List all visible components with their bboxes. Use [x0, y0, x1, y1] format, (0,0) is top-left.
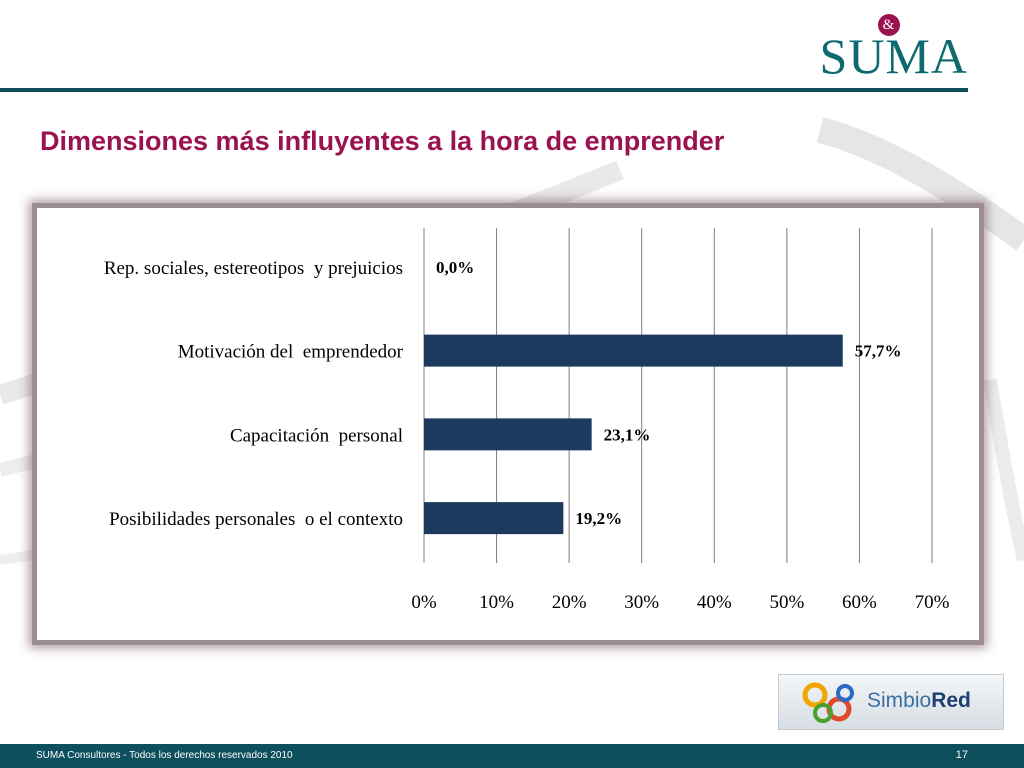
- category-label: Rep. sociales, estereotipos y prejuicios: [104, 258, 403, 279]
- page-number: 17: [955, 749, 968, 761]
- header-rule: [0, 88, 968, 92]
- x-tick-label: 60%: [842, 592, 877, 613]
- logo-ampersand: &: [877, 14, 900, 36]
- suma-logo: & SUMA: [819, 14, 968, 84]
- x-tick-label: 40%: [697, 592, 732, 613]
- category-label: Motivación del emprendedor: [178, 342, 404, 363]
- simbiored-emblem-icon: [802, 682, 854, 723]
- category-label: Posibilidades personales o el contexto: [109, 509, 403, 530]
- category-label: Capacitación personal: [230, 425, 403, 446]
- data-label: 23,1%: [604, 425, 651, 444]
- data-label: 19,2%: [575, 509, 622, 528]
- logo-text: SUMA: [819, 28, 968, 84]
- x-tick-label: 20%: [552, 592, 587, 613]
- footer-band: SUMA Consultores - Todos los derechos re…: [0, 744, 1024, 768]
- x-tick-label: 0%: [411, 592, 437, 613]
- bar: [424, 334, 843, 367]
- bar: [424, 418, 592, 451]
- slide-title: Dimensiones más influyentes a la hora de…: [40, 126, 725, 156]
- bar-chart: 0% 10% 20% 30% 40% 50% 60% 70% Rep. sociales, es…: [104, 228, 950, 613]
- simbiored-text: SimbioRed: [867, 689, 971, 712]
- footer-copyright: SUMA Consultores - Todos los derechos re…: [36, 750, 293, 761]
- x-tick-label: 50%: [769, 592, 804, 613]
- chart-frame: 0% 10% 20% 30% 40% 50% 60% 70% Rep. sociales, es…: [32, 203, 984, 645]
- x-tick-label: 10%: [479, 592, 514, 613]
- data-label: 0,0%: [436, 258, 474, 277]
- bar: [424, 502, 564, 535]
- x-tick-label: 70%: [915, 592, 950, 613]
- data-label: 57,7%: [855, 342, 902, 361]
- x-tick-label: 30%: [624, 592, 659, 613]
- simbiored-logo: SimbioRed: [778, 674, 1004, 730]
